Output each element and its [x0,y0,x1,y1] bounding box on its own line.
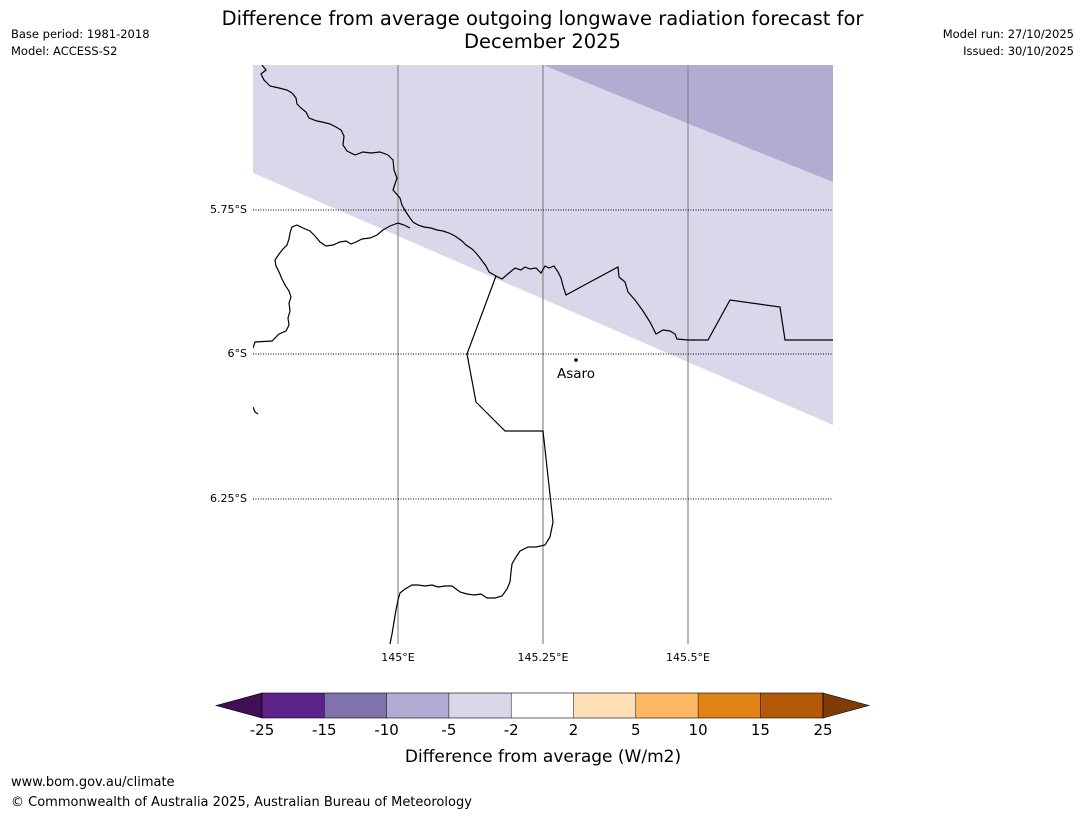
colorbar-title: Difference from average (W/m2) [405,747,681,767]
colorbar-dividers [324,693,761,718]
lat-label-5-75: 5.75°S [210,203,247,216]
lon-label-145: 145°E [381,651,414,664]
model-run-text: Model run: 27/10/2025 [942,27,1074,41]
colorbar: -25 -15 -10 -5 -2 2 5 10 15 25 Differenc… [214,692,871,767]
colorbar-bin-10-15 [698,693,761,718]
colorbar-bin-2-5 [573,693,636,718]
model-text: Model: ACCESS-S2 [11,44,118,58]
chart-title: Difference from average outgoing longwav… [190,7,895,53]
meta-right: Model run: 27/10/2025 Issued: 30/10/2025 [943,26,1074,60]
footer-url[interactable]: www.bom.gov.au/climate [11,775,175,790]
colorbar-bin-minus15-minus10 [324,693,387,718]
colorbar-tick-label: 5 [631,721,641,739]
issued-text: Issued: 30/10/2025 [963,44,1074,58]
boundary-island-stub [253,406,259,415]
colorbar-tick-label: -10 [374,721,399,739]
colorbar-tick-label: 15 [751,721,770,739]
asaro-marker [574,358,578,362]
title-line-1: Difference from average outgoing longwav… [221,7,864,30]
colorbar-tick-label: -5 [441,721,456,739]
base-period-text: Base period: 1981-2018 [11,27,150,41]
colorbar-extend-high [822,692,871,719]
colorbar-tick-label: -15 [312,721,337,739]
title-line-2: December 2025 [464,30,621,53]
colorbar-outline [261,692,824,719]
asaro-label: Asaro [557,366,595,382]
meta-left: Base period: 1981-2018 Model: ACCESS-S2 [11,26,150,60]
colorbar-bin-minus10-minus5 [386,693,449,718]
colorbar-tick-label: 10 [689,721,708,739]
map-panel [253,65,833,644]
colorbar-tick-label: 25 [813,721,832,739]
colorbar-bin-15-25 [760,693,823,718]
lat-label-6: 6°S [228,347,247,360]
colorbar-tick-label: -2 [504,721,519,739]
footer-copyright: © Commonwealth of Australia 2025, Austra… [11,795,472,810]
boundary-north [260,65,833,341]
colorbar-bin-minus25-minus15 [262,693,325,718]
boundary-west [253,222,411,349]
lat-label-6-25: 6.25°S [210,492,247,505]
colorbar-bin-5-10 [635,693,699,718]
colorbar-tick-label: 2 [569,721,579,739]
colorbar-tick-label: -25 [250,721,275,739]
colorbar-bin-minus5-minus2 [448,693,512,718]
colorbar-bin-minus2-2 [511,693,574,718]
boundary-south [389,275,554,644]
colorbar-extend-low [214,692,263,719]
lon-label-145-5: 145.5°E [666,651,710,664]
lon-label-145-25: 145.25°E [518,651,569,664]
